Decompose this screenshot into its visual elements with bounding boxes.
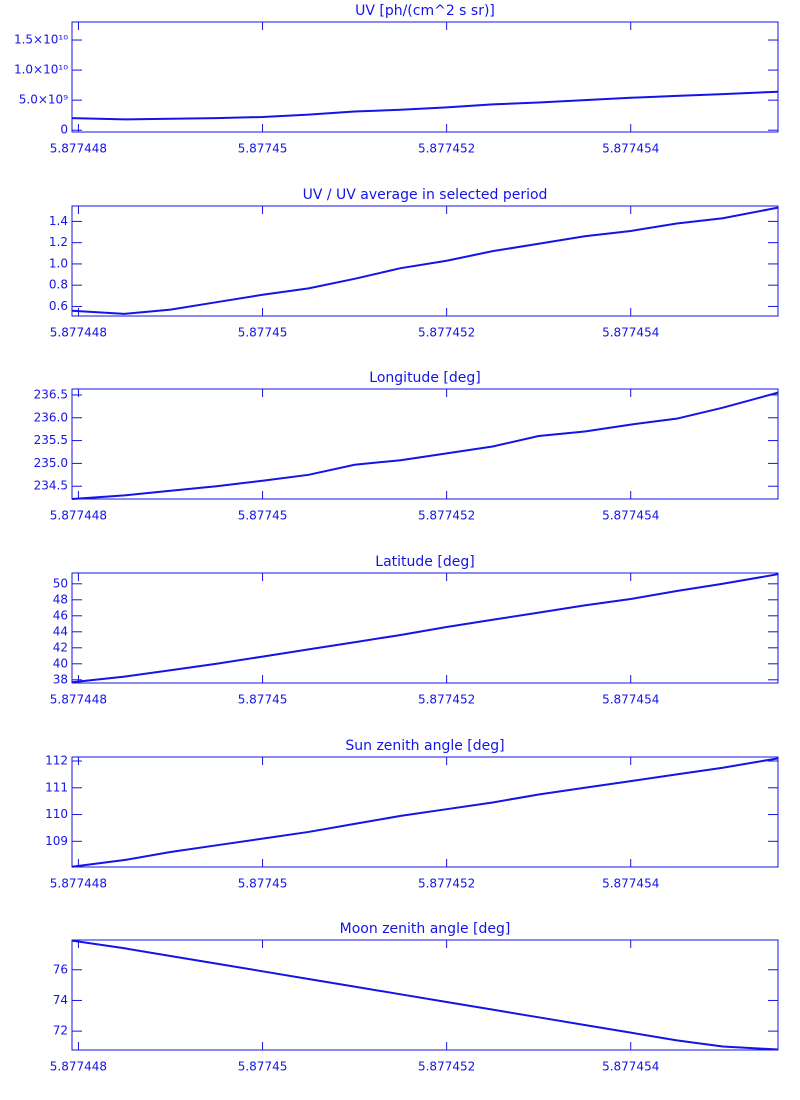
data-line xyxy=(71,757,779,868)
y-tick-label: 0 xyxy=(60,123,68,137)
x-tick-label: 5.877452 xyxy=(418,509,475,523)
x-tick-label: 5.877448 xyxy=(50,877,107,891)
data-line xyxy=(71,90,779,121)
y-tick-label: 110 xyxy=(45,807,68,821)
y-tick-label: 236.5 xyxy=(34,387,68,401)
chart-title: Longitude [deg] xyxy=(369,370,480,386)
chart-title: Latitude [deg] xyxy=(375,554,474,570)
y-tick-label: 38 xyxy=(53,672,68,686)
y-tick-label: 111 xyxy=(45,780,68,794)
x-tick-label: 5.87745 xyxy=(238,326,288,340)
y-tick-label: 235.0 xyxy=(34,456,68,470)
plot-frame xyxy=(71,205,779,317)
x-tick-label: 5.877448 xyxy=(50,509,107,523)
y-tick-label: 1.4 xyxy=(49,214,68,228)
x-tick-label: 5.877452 xyxy=(418,142,475,156)
plot-frame xyxy=(71,388,779,500)
plot-frame xyxy=(71,21,779,133)
x-tick-label: 5.87745 xyxy=(238,509,288,523)
x-tick-label: 5.877454 xyxy=(602,509,659,523)
y-tick-label: 236.0 xyxy=(34,410,68,424)
y-tick-label: 76 xyxy=(53,962,68,976)
x-tick-label: 5.877452 xyxy=(418,693,475,707)
x-tick-label: 5.877448 xyxy=(50,142,107,156)
y-tick-label: 1.5×10¹⁰ xyxy=(14,33,68,47)
chart-title: Sun zenith angle [deg] xyxy=(345,738,504,754)
x-tick-label: 5.87745 xyxy=(238,693,288,707)
plot-frame xyxy=(71,939,779,1051)
y-tick-label: 40 xyxy=(53,656,68,670)
y-tick-label: 50 xyxy=(53,576,68,590)
x-tick-label: 5.877452 xyxy=(418,326,475,340)
x-tick-label: 5.877452 xyxy=(418,1060,475,1074)
data-line xyxy=(71,391,779,500)
chart-title: UV / UV average in selected period xyxy=(303,187,548,203)
x-tick-label: 5.87745 xyxy=(238,877,288,891)
x-tick-label: 5.877454 xyxy=(602,326,659,340)
y-tick-label: 46 xyxy=(53,608,68,622)
x-tick-label: 5.877452 xyxy=(418,877,475,891)
y-tick-label: 72 xyxy=(53,1024,68,1038)
chart-title: UV [ph/(cm^2 s sr)] xyxy=(355,3,495,19)
x-tick-label: 5.877448 xyxy=(50,326,107,340)
data-line xyxy=(71,939,779,1051)
x-tick-label: 5.877448 xyxy=(50,693,107,707)
y-tick-label: 1.0×10¹⁰ xyxy=(14,63,68,77)
x-tick-label: 5.877454 xyxy=(602,142,659,156)
y-tick-label: 0.8 xyxy=(49,278,68,292)
plot-frame xyxy=(71,572,779,684)
y-tick-label: 74 xyxy=(53,993,68,1007)
x-tick-label: 5.877454 xyxy=(602,693,659,707)
y-tick-label: 109 xyxy=(45,834,68,848)
x-tick-label: 5.877454 xyxy=(602,877,659,891)
y-tick-label: 0.6 xyxy=(49,299,68,313)
y-tick-label: 44 xyxy=(53,624,68,638)
y-tick-label: 1.2 xyxy=(49,235,68,249)
data-line xyxy=(71,573,779,684)
y-tick-label: 5.0×10⁹ xyxy=(19,93,68,107)
x-tick-label: 5.877448 xyxy=(50,1060,107,1074)
y-tick-label: 42 xyxy=(53,640,68,654)
x-tick-label: 5.87745 xyxy=(238,1060,288,1074)
y-tick-label: 112 xyxy=(45,754,68,768)
x-tick-label: 5.87745 xyxy=(238,142,288,156)
x-tick-label: 5.877454 xyxy=(602,1060,659,1074)
y-tick-label: 235.5 xyxy=(34,433,68,447)
y-tick-label: 1.0 xyxy=(49,256,68,270)
chart-title: Moon zenith angle [deg] xyxy=(340,921,511,937)
y-tick-label: 48 xyxy=(53,592,68,606)
plot-frame xyxy=(71,756,779,868)
y-tick-label: 234.5 xyxy=(34,479,68,493)
data-line xyxy=(71,206,779,315)
